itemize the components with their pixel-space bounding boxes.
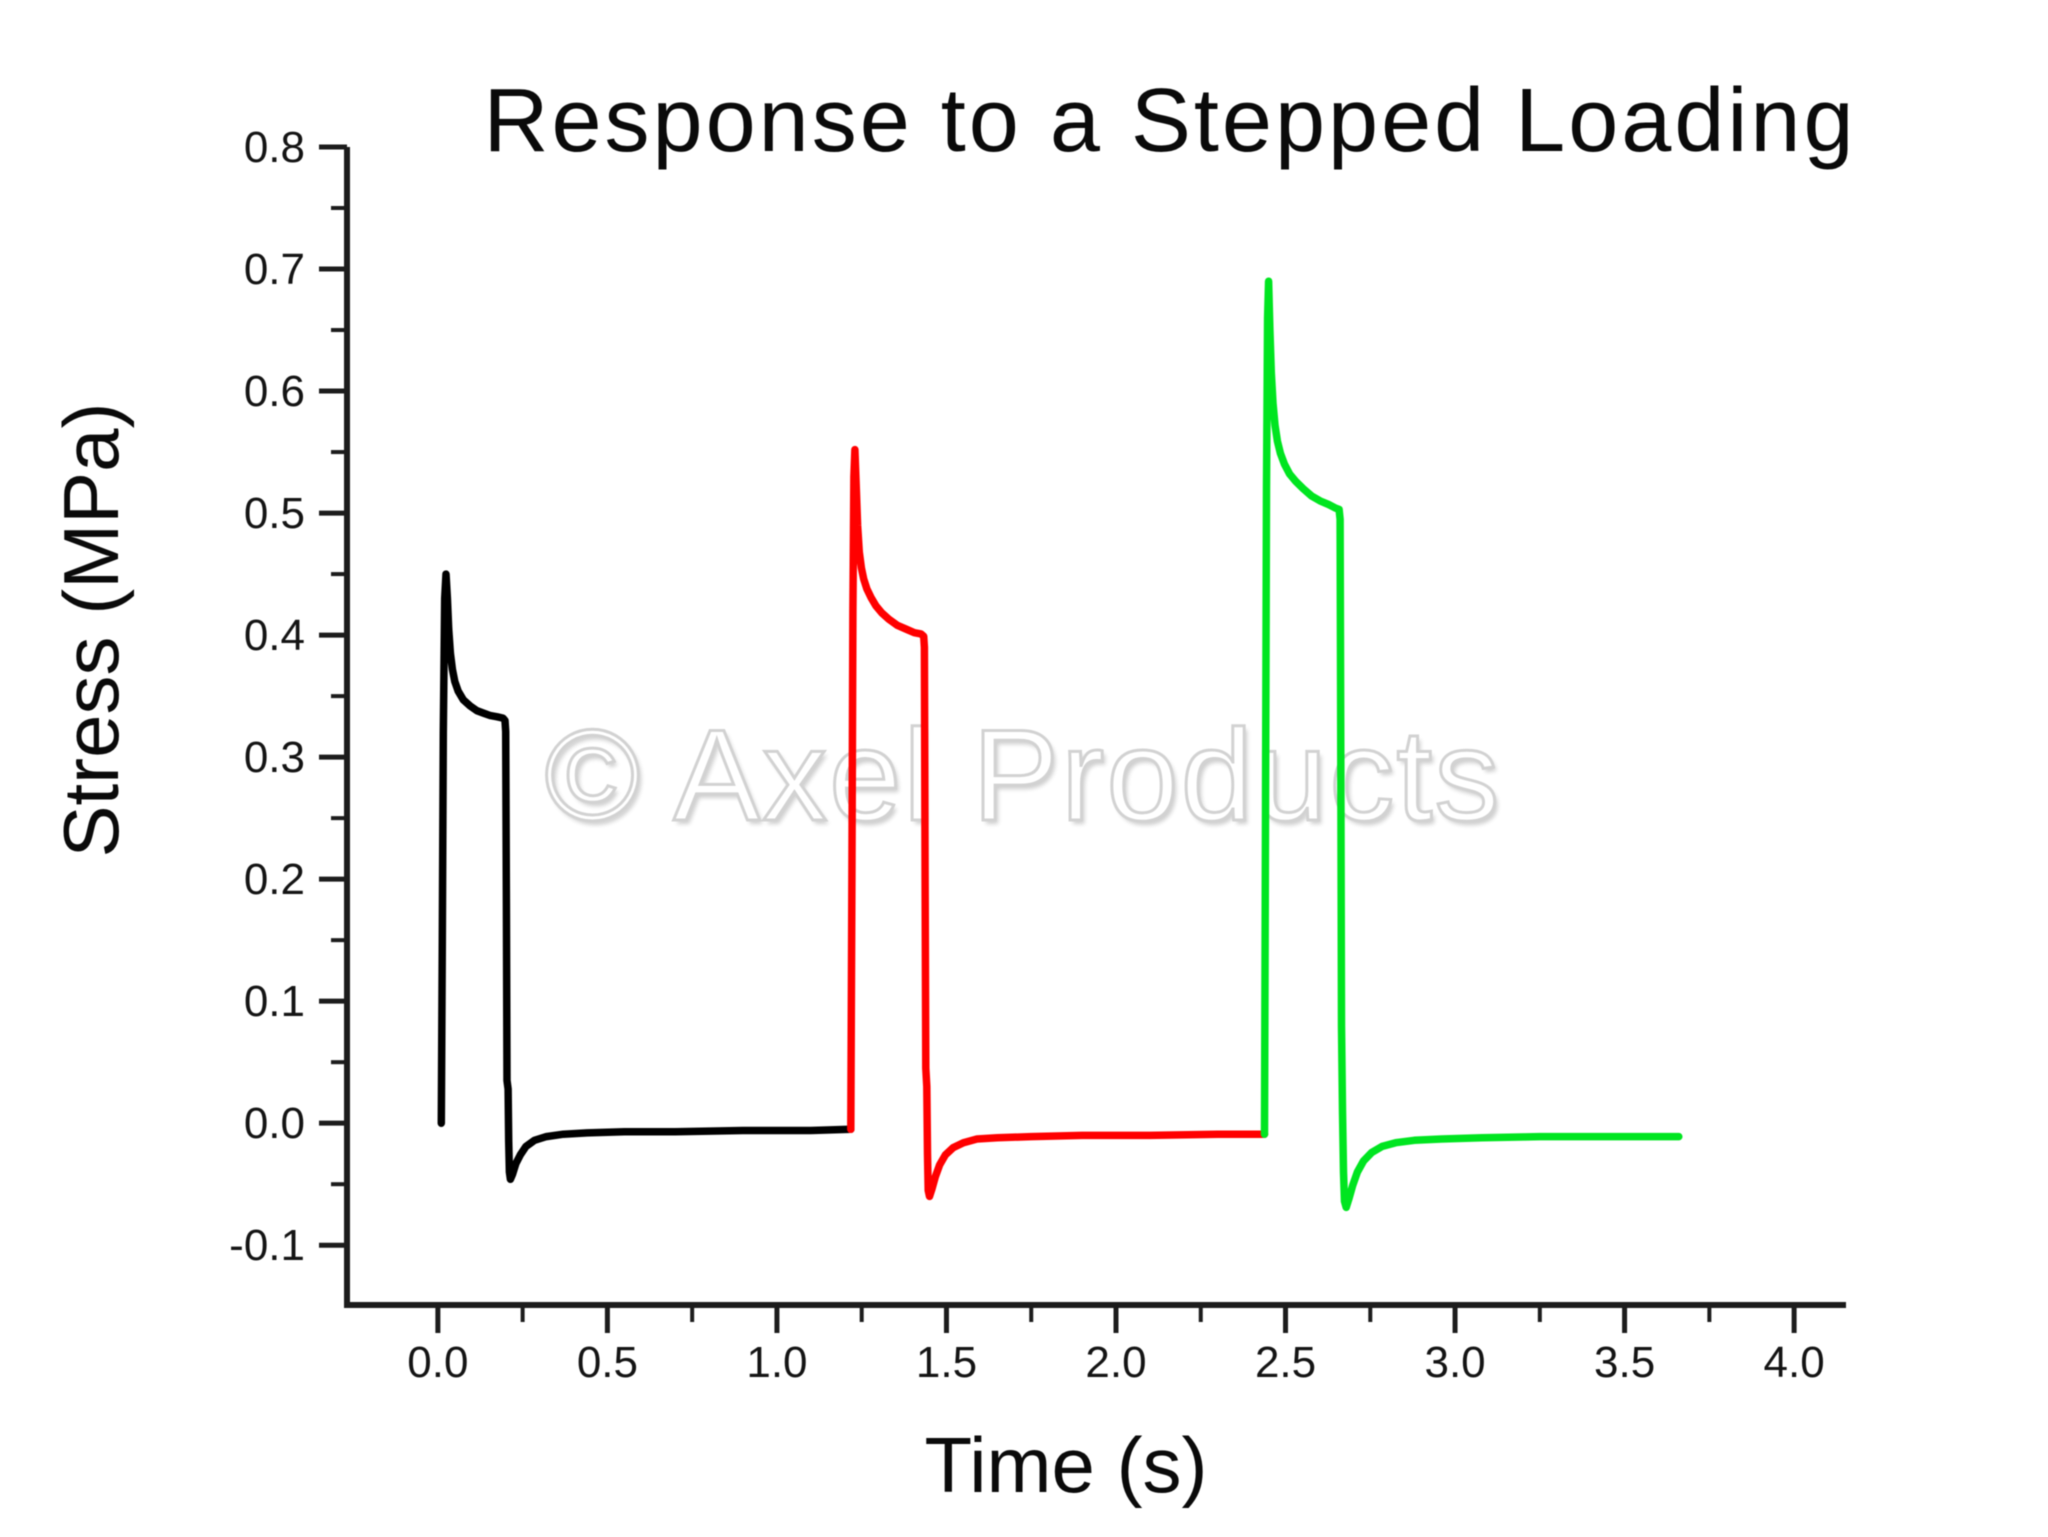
x-tick-label: 2.0 <box>1085 1338 1146 1387</box>
x-axis-title: Time (s) <box>924 1421 1208 1509</box>
y-tick-label: 0.6 <box>244 367 305 416</box>
y-tick-label: 0.2 <box>244 855 305 904</box>
series-pulse-2-red <box>847 445 1269 1201</box>
x-tick-label: 4.0 <box>1764 1338 1825 1387</box>
x-tick-label: 3.0 <box>1424 1338 1485 1387</box>
x-tick-label: 3.5 <box>1594 1338 1655 1387</box>
x-tick-label: 2.5 <box>1255 1338 1316 1387</box>
y-tick-label: -0.1 <box>229 1221 305 1270</box>
series-pulse-3-green <box>1260 277 1683 1212</box>
y-tick-label: 0.3 <box>244 733 305 782</box>
y-tick-label: 0.1 <box>244 977 305 1026</box>
chart-title: Response to a Stepped Loading <box>483 71 1857 171</box>
x-tick-label: 0.5 <box>577 1338 638 1387</box>
y-tick-label: 0.0 <box>244 1099 305 1148</box>
y-tick-label: 0.7 <box>244 245 305 294</box>
axis-lines <box>344 147 1846 1308</box>
series-pulse-1-black <box>437 570 855 1184</box>
x-tick-label: 1.0 <box>746 1338 807 1387</box>
x-tick-label: 1.5 <box>916 1338 977 1387</box>
y-tick-label: 0.4 <box>244 611 305 660</box>
x-tick-label: 0.0 <box>407 1338 468 1387</box>
y-tick-label: 0.5 <box>244 489 305 538</box>
y-tick-label: 0.8 <box>244 123 305 172</box>
